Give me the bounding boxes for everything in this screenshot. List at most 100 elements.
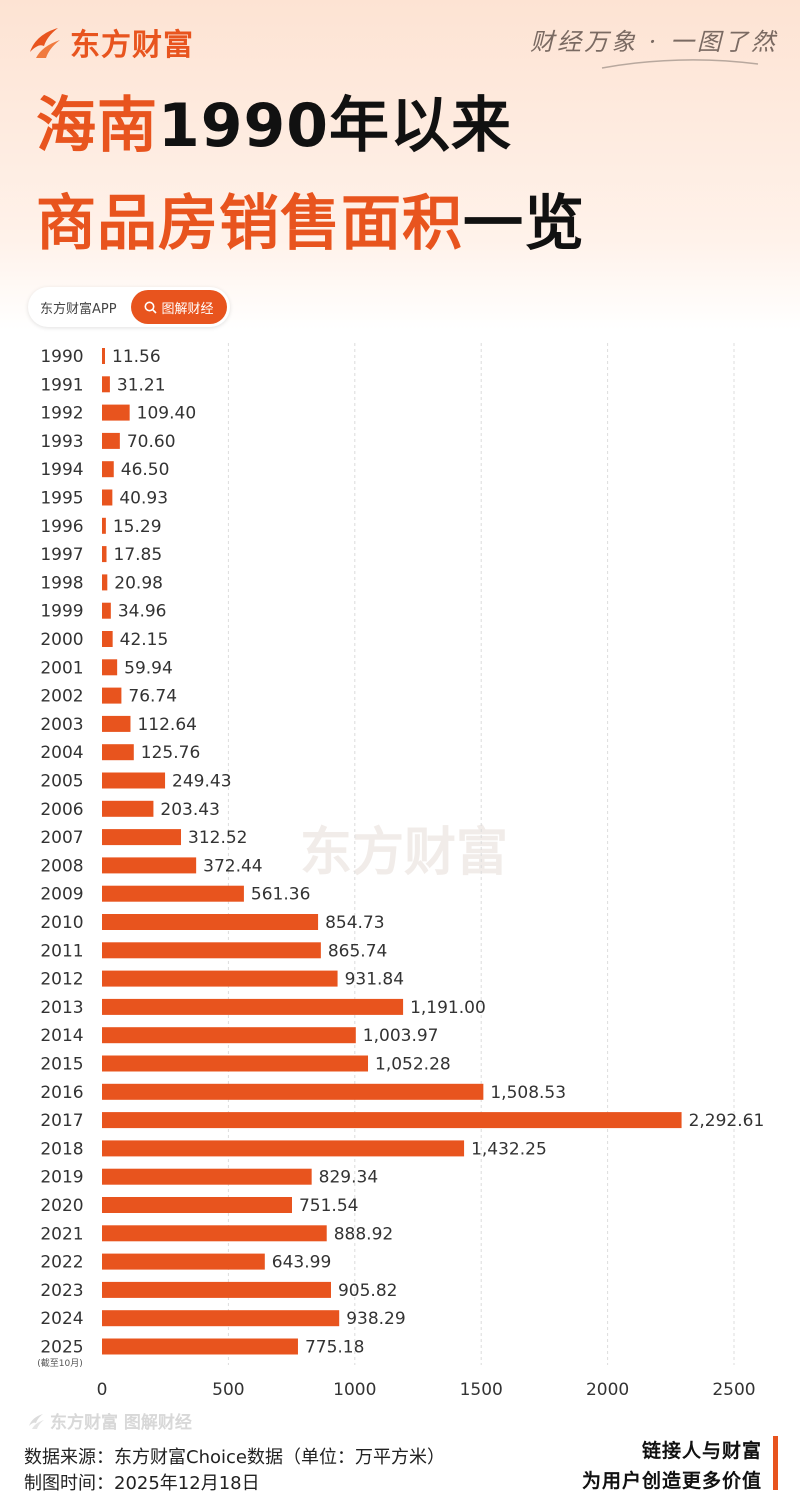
category-label: 2013 [40, 998, 83, 1018]
brand-name: 东方财富 [70, 28, 194, 63]
x-tick-label: 0 [97, 1380, 108, 1400]
category-label: 2021 [40, 1224, 83, 1244]
value-label: 905.82 [338, 1281, 397, 1301]
value-label: 1,432.25 [471, 1139, 547, 1159]
bar [102, 942, 321, 959]
bar [102, 631, 113, 647]
category-label: 2003 [40, 715, 83, 735]
category-label: 2018 [40, 1139, 83, 1159]
category-label: 2019 [40, 1168, 83, 1188]
x-tick-label: 500 [212, 1380, 244, 1400]
tagline-2: 为用户创造更多价值 [581, 1470, 762, 1492]
category-label: 1992 [40, 404, 83, 424]
category-label: 2007 [40, 828, 83, 848]
value-label: 829.34 [319, 1168, 378, 1188]
value-label: 34.96 [118, 602, 167, 622]
bar [102, 1168, 312, 1185]
bar [102, 432, 120, 449]
value-label: 865.74 [328, 941, 387, 961]
category-label: 2010 [40, 913, 83, 933]
bar [102, 970, 338, 987]
tujie-button-label: 图解财经 [161, 301, 214, 317]
category-label: 1994 [40, 460, 83, 480]
value-label: 125.76 [141, 743, 200, 763]
category-label: 1996 [40, 517, 83, 537]
category-label: 2006 [40, 800, 83, 820]
bar [102, 546, 107, 563]
bar [102, 1055, 369, 1072]
title-highlight: 海南 [36, 91, 158, 161]
bar [102, 659, 118, 676]
flame-icon [29, 1413, 44, 1429]
value-label: 70.60 [127, 432, 176, 452]
value-label: 938.29 [346, 1309, 405, 1329]
value-label: 775.18 [305, 1338, 364, 1358]
category-label: 2002 [40, 687, 83, 707]
title-rest: 1990年以来 [158, 91, 512, 161]
value-label: 854.73 [325, 913, 384, 933]
category-label: 2016 [40, 1083, 83, 1103]
bar [102, 687, 122, 704]
app-pill: 东方财富APP 图解财经 [28, 287, 230, 327]
flame-icon [30, 28, 60, 58]
value-label: 372.44 [203, 856, 262, 876]
bar [102, 772, 166, 789]
category-label: 2020 [40, 1196, 83, 1216]
title-highlight: 商品房销售面积 [36, 189, 463, 259]
category-label: 2001 [40, 658, 83, 678]
bar [102, 1140, 465, 1157]
bar [102, 914, 319, 930]
category-label: 2024 [40, 1309, 83, 1329]
category-label: 1991 [40, 375, 83, 395]
category-label: 2004 [40, 743, 83, 763]
bar [102, 885, 244, 902]
footer-watermark-text: 东方财富 图解财经 [50, 1413, 192, 1433]
value-label: 643.99 [272, 1253, 331, 1273]
bar [102, 376, 110, 393]
category-label: 2022 [40, 1253, 83, 1273]
value-label: 931.84 [345, 970, 404, 990]
bar [102, 348, 105, 364]
category-label: 2014 [40, 1026, 83, 1046]
value-label: 17.85 [114, 545, 163, 565]
bar [102, 574, 108, 591]
category-label: 2005 [40, 772, 83, 792]
value-label: 76.74 [128, 687, 177, 707]
value-label: 751.54 [299, 1196, 358, 1216]
title-rest: 一览 [463, 189, 585, 259]
value-label: 2,292.61 [689, 1111, 765, 1131]
bar [102, 1253, 265, 1270]
page-title-line2: 商品房销售面积一览 [36, 194, 585, 254]
value-label: 249.43 [172, 772, 231, 792]
x-tick-label: 1000 [333, 1380, 376, 1400]
tujie-button[interactable]: 图解财经 [131, 290, 227, 324]
data-source: 数据来源：东方财富Choice数据（单位：万平方米） [24, 1447, 445, 1468]
page-title-line1: 海南1990年以来 [36, 96, 512, 156]
value-label: 888.92 [334, 1224, 393, 1244]
app-pill-label: 东方财富APP [40, 301, 117, 317]
value-label: 203.43 [160, 800, 219, 820]
category-label: 2008 [40, 856, 83, 876]
slogan: 财经万象 · 一图了然 [530, 28, 778, 56]
value-label: 46.50 [121, 460, 170, 480]
category-label: 2023 [40, 1281, 83, 1301]
category-label: 2012 [40, 970, 83, 990]
bar [102, 489, 113, 506]
bar-chart: 东方财富 1990 1991 1992 1993 1994 1995 1996 1997 199… [37, 343, 765, 1400]
value-label: 561.36 [251, 885, 310, 905]
swoosh-decoration [601, 59, 759, 69]
x-tick-label: 2000 [586, 1380, 629, 1400]
category-label: 2009 [40, 885, 83, 905]
category-label: 1990 [40, 347, 83, 367]
category-label: 1999 [40, 602, 83, 622]
bar [102, 1225, 327, 1242]
value-label: 1,508.53 [490, 1083, 566, 1103]
brand-logo: 东方财富 [24, 20, 194, 64]
bar [102, 517, 106, 534]
search-icon [144, 301, 158, 314]
category-label: 2000 [40, 630, 83, 650]
watermark: 东方财富 [300, 823, 508, 883]
value-label: 1,052.28 [375, 1055, 451, 1075]
category-label: 2025 [40, 1338, 83, 1358]
bar [102, 1112, 682, 1129]
